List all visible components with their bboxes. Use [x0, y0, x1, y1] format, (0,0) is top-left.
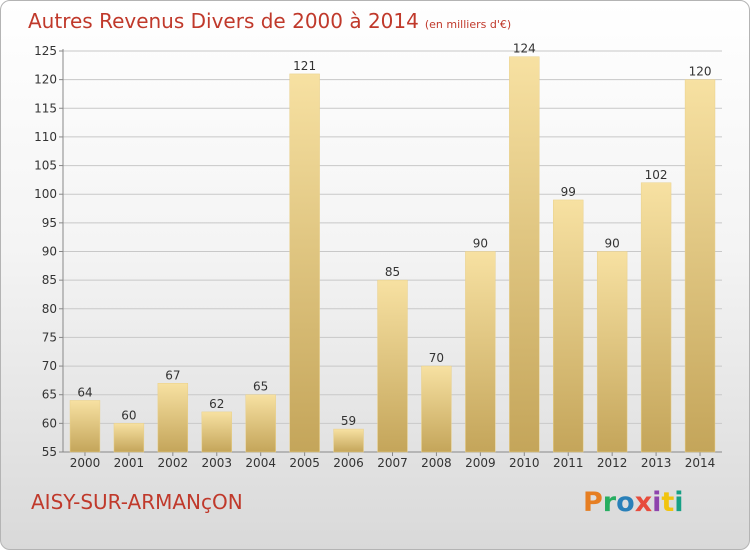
bars: [69, 56, 716, 453]
x-tick-label: 2006: [333, 456, 364, 470]
data-label: 60: [121, 408, 136, 422]
unit-note: (en milliers d'€): [424, 18, 512, 31]
data-label: 102: [645, 168, 668, 182]
bar: [421, 365, 452, 453]
x-tick-label: 2001: [114, 456, 145, 470]
bar: [553, 199, 584, 453]
bar: [377, 279, 408, 453]
data-label: 120: [689, 65, 712, 79]
x-tick-label: 2007: [377, 456, 408, 470]
y-tick-label: 65: [42, 388, 57, 402]
value-labels: 64 60 67 62 65 121 59 85 70 90 124 99 90 102 120: [77, 42, 711, 428]
data-label: 59: [341, 414, 356, 428]
proxiti-logo: Proxiti: [583, 487, 684, 518]
x-tick-label: 2014: [685, 456, 716, 470]
bar: [509, 56, 540, 453]
data-label: 64: [77, 385, 92, 399]
x-tick-label: 2005: [289, 456, 320, 470]
data-label: 90: [605, 237, 620, 251]
data-label: 121: [293, 59, 316, 73]
bar: [465, 251, 496, 453]
data-label: 124: [513, 42, 536, 56]
x-tick-label: 2013: [641, 456, 672, 470]
bar: [201, 411, 232, 453]
data-label: 70: [429, 351, 444, 365]
y-tick-label: 100: [34, 187, 57, 201]
x-tick-label: 2009: [465, 456, 496, 470]
x-tick-label: 2002: [158, 456, 189, 470]
y-tick-label: 95: [42, 216, 57, 230]
data-label: 90: [473, 237, 488, 251]
data-label: 65: [253, 380, 268, 394]
y-tick-label: 85: [42, 273, 57, 287]
chart-title-text: Autres Revenus Divers de 2000 à 2014: [28, 9, 419, 33]
data-label: 67: [165, 368, 180, 382]
data-label: 62: [209, 397, 224, 411]
bar: [113, 423, 145, 453]
y-tick-label: 125: [34, 44, 57, 58]
y-tick-label: 70: [42, 359, 57, 373]
commune-name: AISY-SUR-ARMANçON: [31, 490, 243, 514]
x-tick-label: 2010: [509, 456, 540, 470]
y-tick-label: 80: [42, 302, 57, 316]
x-tick-label: 2000: [70, 456, 101, 470]
bar: [684, 79, 716, 453]
data-label: 85: [385, 265, 400, 279]
bar: [333, 428, 364, 453]
bar: [596, 251, 628, 453]
y-tick-label: 55: [42, 445, 57, 459]
y-tick-label: 60: [42, 416, 57, 430]
bar: [289, 73, 320, 453]
x-tick-label: 2003: [201, 456, 232, 470]
x-tick-label: 2012: [597, 456, 628, 470]
x-tick-label: 2011: [553, 456, 584, 470]
y-tick-label: 105: [34, 159, 57, 173]
bar: [69, 400, 101, 453]
y-tick-label: 90: [42, 245, 57, 259]
x-tick-label: 2004: [245, 456, 276, 470]
x-tick-label: 2008: [421, 456, 452, 470]
bar: [245, 394, 276, 453]
y-tick-label: 115: [34, 101, 57, 115]
data-label: 99: [561, 185, 576, 199]
y-tick-label: 75: [42, 330, 57, 344]
bar: [157, 383, 189, 453]
bar: [640, 182, 672, 453]
y-tick-label: 110: [34, 130, 57, 144]
y-tick-label: 120: [34, 73, 57, 87]
chart-title: Autres Revenus Divers de 2000 à 2014 (en …: [28, 9, 511, 33]
